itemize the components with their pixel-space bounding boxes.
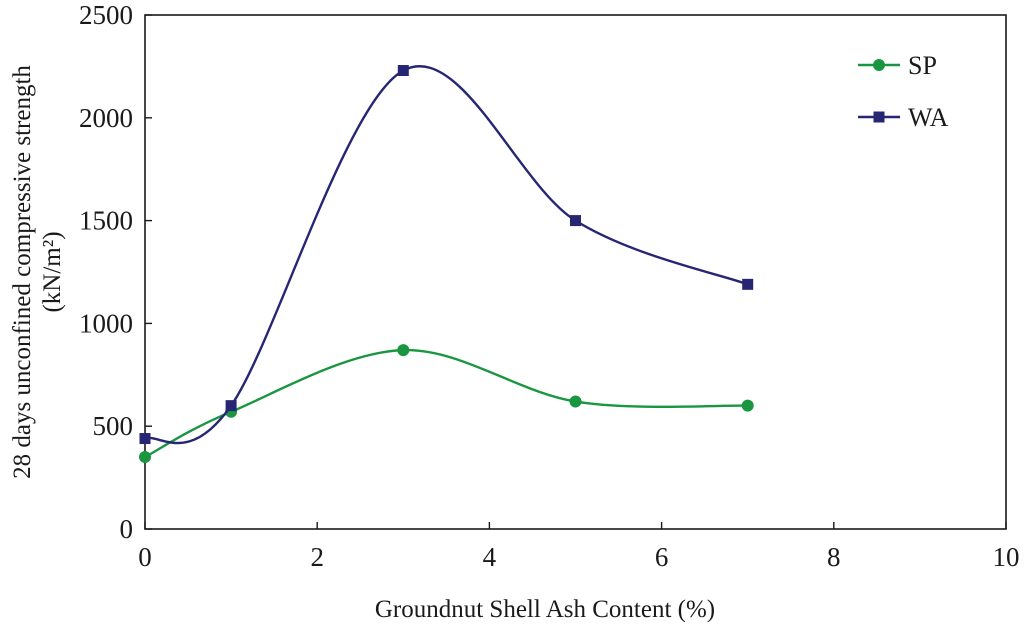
x-tick-label: 2 [310,542,324,572]
legend-label: WA [908,103,949,132]
y-axis-ticks: 0 500 1000 1500 2000 2500 [79,0,152,544]
x-tick-label: 0 [138,542,152,572]
legend-marker-circle [873,59,885,71]
y-tick-label: 2000 [79,103,133,133]
series-wa [139,65,754,445]
x-tick-label: 10 [993,542,1020,572]
series-layer [139,65,754,464]
data-point-wa [139,433,151,445]
x-tick-label: 4 [483,542,497,572]
x-axis-label: Groundnut Shell Ash Content (%) [375,596,715,623]
y-tick-label: 1000 [79,308,133,338]
legend-label: SP [908,51,937,80]
data-point-wa [397,65,409,77]
y-axis-label-line-1: 28 days unconfined compressive strength [9,65,36,479]
y-tick-label: 0 [120,514,134,544]
x-tick-label: 6 [655,542,669,572]
y-tick-label: 500 [93,411,134,441]
x-axis-ticks: 0 2 4 6 8 10 [138,522,1020,572]
plot-border [144,14,1007,530]
data-point-wa [570,215,581,227]
plot-area [144,14,1007,530]
series-line-sp [144,348,748,459]
legend-marker-square [873,111,885,123]
data-point-sp [569,395,582,408]
x-tick-label: 8 [827,542,841,572]
legend-item-sp: SP [858,51,937,80]
series-sp [139,344,754,464]
data-point-sp [139,451,151,464]
series-line-wa [144,65,749,445]
y-axis-label-line-2: (kN/m²) [39,231,66,312]
y-tick-label: 2500 [79,0,133,30]
data-point-sp [741,399,754,412]
legend-item-wa: WA [858,103,949,132]
legend: SP WA [858,51,949,132]
data-point-wa [225,400,237,412]
data-point-sp [397,344,410,357]
data-point-wa [742,278,754,290]
y-tick-label: 1500 [79,206,133,236]
